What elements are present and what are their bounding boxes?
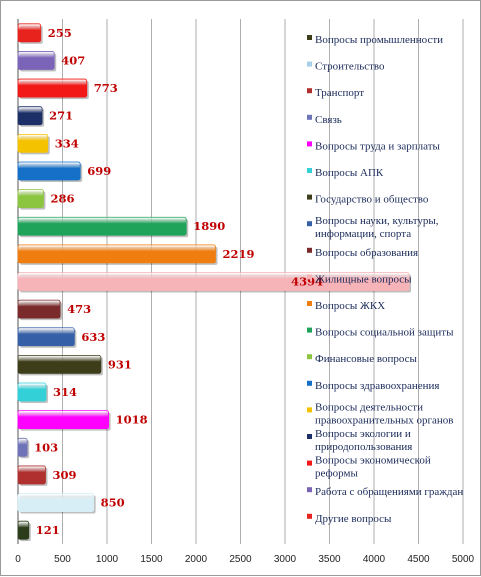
bar-value-label: 4394 [291,275,323,289]
bar-value-label: 407 [61,53,85,67]
legend-swatch [307,460,312,466]
legend-swatch [307,327,312,333]
legend-label: Жилищные вопросы [315,273,412,285]
bar-value-label: 309 [53,468,77,482]
x-tick-label: 2000 [185,554,208,565]
legend-label: Вопросы экологии и [315,428,411,440]
legend-label: Вопросы АПК [315,167,384,179]
legend-swatch [307,354,312,360]
bar [17,51,55,70]
bar [17,299,61,319]
legend-label: Вопросы деятельности [315,401,423,413]
bar-value-label: 633 [81,330,105,344]
legend-swatch [307,301,312,306]
legend-label: правоохранительных органов [315,414,453,426]
legend-swatch [307,407,312,413]
legend-swatch [307,194,312,200]
legend-label: Вопросы экономической [315,455,431,467]
bar-value-label: 334 [55,136,79,150]
legend-swatch [307,221,312,227]
legend-label: Связь [315,114,342,126]
bar [17,465,46,485]
bar [17,106,43,126]
bar-value-label: 850 [101,496,125,510]
x-tick-label: 500 [54,554,71,565]
legend-swatch [307,380,312,386]
bar [17,410,110,430]
legend-swatch [307,35,312,40]
bar [17,133,49,153]
bar [17,216,187,236]
bar [17,23,42,43]
bar [17,189,44,209]
bar-value-label: 699 [87,164,111,178]
legend-label: Вопросы науки, культуры, [315,215,439,227]
bar [17,327,75,347]
bar-value-label: 286 [50,192,74,206]
bar-value-label: 1890 [193,219,225,233]
legend-swatch [307,434,312,439]
bar [17,78,88,98]
x-tick-label: 1500 [140,554,163,565]
x-tick-label: 5000 [452,554,475,565]
bar [17,382,47,402]
legend-label: Финансовые вопросы [315,353,417,365]
bar [17,520,30,540]
bar [17,437,28,457]
legend-label: информации, спорта [315,228,411,240]
bar [17,244,216,264]
legend-swatch [307,274,312,280]
x-tick-label: 3500 [318,554,341,565]
x-tick-label: 1000 [96,554,119,565]
legend-swatch [307,487,312,493]
bar-value-label: 103 [34,440,58,454]
legend-label: Другие вопросы [315,513,392,525]
bar [17,354,102,374]
bar-value-label: 271 [49,109,73,123]
legend-label: Вопросы социальной защиты [315,327,454,339]
legend-label: Вопросы труда и зарплаты [315,140,440,152]
legend-swatch [307,88,312,94]
bar-value-label: 1018 [116,413,148,427]
x-tick-label: 4000 [363,554,386,565]
legend-label: Вопросы образования [315,247,418,259]
legend-label: Работа с обращениями граждан [315,486,463,498]
legend-swatch [307,247,312,253]
bar-value-label: 121 [36,523,60,537]
legend-label: Транспорт [315,87,364,99]
bar-value-label: 314 [53,385,77,399]
legend-swatch [307,141,312,147]
bar [17,161,81,181]
bar-value-label: 2219 [222,247,254,261]
x-tick-label: 3000 [274,554,297,565]
legend-swatch [307,168,312,173]
legend-label: Государство и общество [315,194,429,206]
legend-swatch [307,513,312,519]
bar-value-label: 255 [48,26,72,40]
bar [17,493,95,512]
x-tick-label: 0 [15,554,21,565]
legend-label: Строительство [315,61,385,73]
legend-swatch [307,61,312,67]
legend-label: Вопросы здравоохранения [315,380,439,392]
x-tick-label: 2500 [229,554,252,565]
bar-value-label: 473 [67,302,91,316]
x-tick-label: 4500 [407,554,430,565]
bar-value-label: 773 [94,81,118,95]
bar-value-label: 931 [108,357,132,371]
legend-label: Вопросы ЖКХ [315,300,385,312]
legend-label: реформы [315,468,358,480]
legend-label: Вопросы промышленности [315,34,443,46]
legend-label: природопользования [315,441,412,453]
legend-swatch [307,114,312,120]
